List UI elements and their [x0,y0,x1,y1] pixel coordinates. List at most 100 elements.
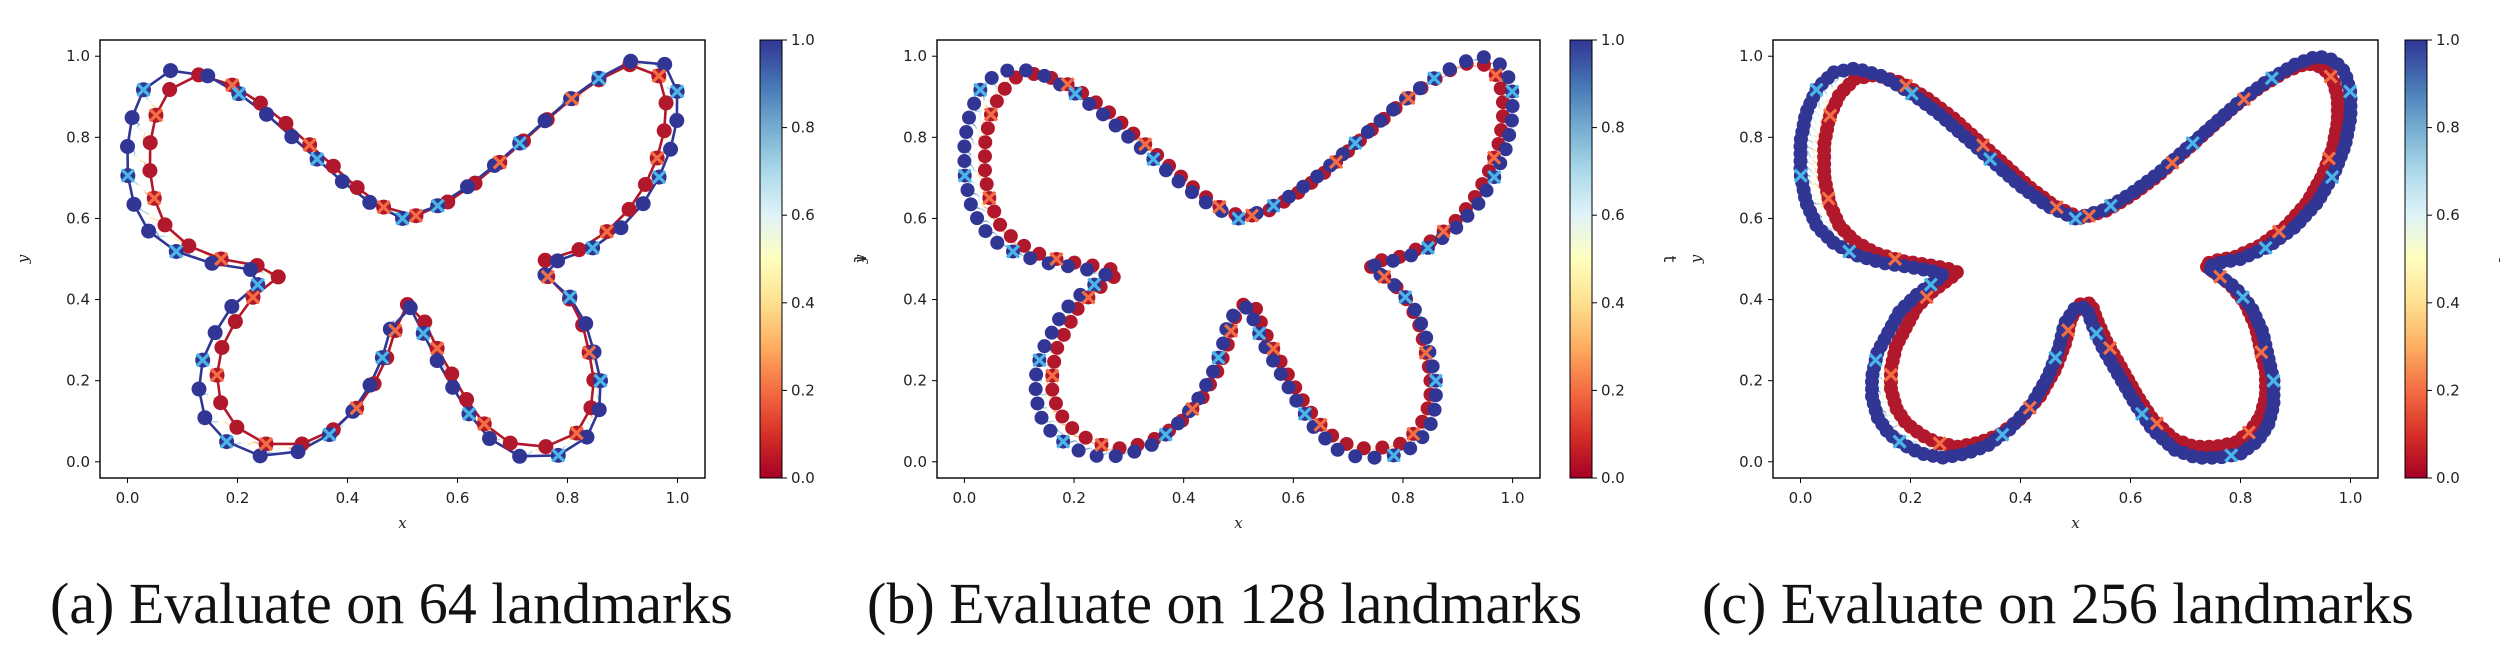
source-x-marker [1081,290,1096,305]
x-axis-label: x [2071,514,2080,532]
trajectory-segment [1882,384,1885,387]
trajectory-segment [133,181,139,186]
target-x-marker [2185,135,2200,151]
trajectory-segment [1812,117,1818,126]
target-point [459,179,475,195]
source-point [658,95,674,111]
target-point [1071,443,1086,458]
trajectory-segment [978,201,982,205]
source-point [621,201,637,217]
target-point [126,196,142,212]
target-point [1034,410,1049,425]
trajectory-segment [1075,440,1079,445]
source-x-marker [2271,224,2287,239]
target-point [1249,206,1264,221]
colorbar-tick-label: 0.6 [791,206,815,224]
trajectory-segment [1815,131,1818,134]
target-point [362,194,378,210]
target-x-marker [1892,434,1907,449]
target-point [1037,339,1052,354]
target-x-marker [1505,84,1520,99]
target-x-marker [322,427,337,442]
source-x-marker [2061,323,2076,338]
trajectory-segment [585,416,592,423]
source-point [157,217,173,233]
colorbar-tick-label: 0.8 [1601,119,1625,137]
target-point [1367,258,1382,273]
target-point [1226,308,1241,323]
source-point [459,392,475,408]
source-point [538,439,554,455]
trajectory-segment [1057,430,1064,435]
target-point [1206,364,1221,379]
source-x-marker [2321,151,2337,166]
target-point [1171,416,1186,431]
target-x-marker [670,84,685,99]
trajectory-segment [254,441,260,445]
source-point [142,163,158,179]
source-x-marker [2323,69,2338,84]
target-point [1028,382,1043,397]
source-x-marker [1185,401,1200,417]
trajectory-segment [552,106,558,111]
source-x-marker [650,150,665,166]
target-point [591,402,607,418]
target-x-marker [430,198,445,213]
trajectory-segment [1044,381,1048,385]
subplot-2: 0.0 0.2 0.4 0.6 0.8 1.0 0.0 0.2 0.4 0.6 0.8 1.0 x y 0.… [851,31,1679,532]
source-point [1493,81,1508,96]
target-point [481,431,497,447]
trajectory-segment [1818,100,1821,108]
x-tick-label: 0.4 [1172,489,1196,507]
y-tick-label: 0.0 [66,453,90,471]
colorbar-tick-label: 0.2 [2436,381,2460,399]
target-x-marker [2324,169,2340,185]
target-point [259,106,275,122]
trajectory-segment [147,98,153,104]
source-point [978,135,993,150]
target-point [1425,359,1440,374]
trajectory-segment [1833,81,1838,87]
source-x-marker [1244,208,1260,223]
trajectory-segment [585,421,592,426]
y-tick-label: 1.0 [66,47,90,65]
source-point [537,252,553,268]
target-point [1422,344,1437,359]
x-axis-label: x [398,514,407,532]
y-tick-label: 0.0 [1739,453,1763,471]
source-x-marker [492,155,507,170]
trajectory-segment [142,132,146,139]
target-x-marker [1420,240,1436,256]
trajectory-segment [984,104,988,107]
trajectory-segment [596,393,599,397]
trajectory-segment [984,209,989,214]
trajectory-segment [280,446,290,449]
trajectory-segment [1837,237,1845,241]
y-tick-label: 0.8 [1739,128,1763,146]
target-point [1419,330,1434,345]
trajectory-segment [1814,167,1817,172]
trajectory-segment [141,186,145,191]
trajectory-segment [1896,424,1904,430]
trajectory-segment [1818,106,1824,111]
colorbar-label: t [1659,256,1679,263]
x-tick-label: 0.8 [556,489,580,507]
source-x-marker [2241,425,2256,440]
trajectory-segment [1811,159,1818,165]
trajectory-segment [976,127,983,136]
trajectory-segment [1825,93,1829,98]
source-x-marker [209,367,225,383]
source-x-marker [1377,269,1392,284]
target-x-marker [2048,350,2063,365]
source-x-marker [599,224,615,239]
x-tick-label: 1.0 [2339,489,2363,507]
trajectory-segment [971,154,977,158]
target-x-marker [375,350,390,365]
target-point [1108,449,1123,464]
target-point [204,255,220,271]
target-x-marker [250,277,265,292]
y-tick-label: 0.2 [903,372,927,390]
source-point [997,81,1012,96]
source-x-marker [1094,437,1109,452]
target-point [1037,68,1052,83]
